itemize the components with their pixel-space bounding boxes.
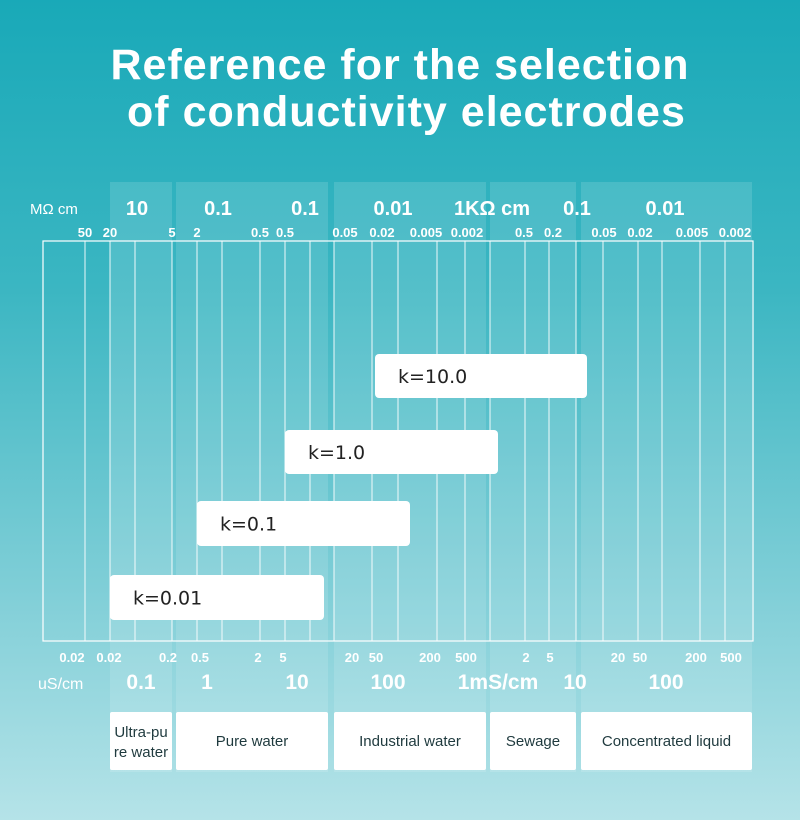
category-label-line2: re water — [114, 744, 168, 761]
bottom-axis-unit: uS/cm — [38, 676, 83, 693]
top-minor-label: 5 — [168, 225, 175, 240]
category-box-bg — [490, 712, 576, 770]
title-line-2: of conductivity electrodes — [114, 88, 686, 136]
top-major-label: 0.1 — [291, 198, 319, 220]
top-minor-label: 0.005 — [410, 225, 443, 240]
electrode-k-label: k=0.01 — [133, 588, 202, 610]
top-minor-label: 20 — [103, 225, 117, 240]
top-minor-label: 0.005 — [676, 225, 709, 240]
top-minor-label: 2 — [193, 225, 200, 240]
bottom-minor-label: 5 — [279, 650, 286, 665]
top-minor-label: 0.5 — [251, 225, 269, 240]
column-band — [490, 182, 576, 772]
top-minor-label: 0.002 — [719, 225, 752, 240]
category-box: Concentrated liquid — [581, 712, 752, 770]
bottom-minor-label: 50 — [633, 650, 647, 665]
electrode-box: k=1.0 — [285, 430, 498, 474]
bottom-major-label: 1mS/cm — [458, 671, 539, 694]
bottom-minor-label: 2 — [254, 650, 261, 665]
top-minor-label: 0.5 — [276, 225, 294, 240]
column-band — [581, 182, 752, 772]
top-minor-label: 0.05 — [332, 225, 357, 240]
top-major-label: 0.01 — [646, 198, 685, 220]
top-minor-label: 0.02 — [627, 225, 652, 240]
bottom-minor-label: 5 — [546, 650, 553, 665]
category-box: Sewage — [490, 712, 576, 770]
category-box: Pure water — [176, 712, 328, 770]
bottom-major-labels: 0.1 1 10 100 1mS/cm 10 100 — [126, 671, 683, 694]
category-label: Pure water — [216, 733, 289, 750]
category-box: Ultra-pu re water — [110, 712, 172, 770]
top-minor-labels: 50 20 5 2 0.5 0.5 0.05 0.02 0.005 0.002 0.5 0.2 0.05… — [78, 225, 752, 240]
bottom-minor-label: 0.02 — [96, 650, 121, 665]
electrode-box-bg — [110, 575, 324, 620]
electrode-k-label: k=1.0 — [308, 442, 365, 464]
category-label: Sewage — [506, 733, 560, 750]
category-box: Industrial water — [334, 712, 486, 770]
column-band — [176, 182, 328, 772]
top-minor-label: 50 — [78, 225, 92, 240]
bottom-minor-labels: 0.02 0.02 0.2 0.5 2 5 20 50 200 500 2 5 20 50 200 500 — [59, 650, 742, 665]
category-box-bg — [110, 712, 172, 770]
electrode-range-boxes: k=10.0 k=1.0 k=0.1 k=0.01 — [110, 354, 587, 620]
electrode-box: k=0.1 — [197, 501, 410, 546]
column-band — [334, 182, 486, 772]
bottom-minor-label: 20 — [611, 650, 625, 665]
top-minor-label: 0.2 — [544, 225, 562, 240]
column-band — [110, 182, 172, 772]
category-box-bg — [176, 712, 328, 770]
bottom-minor-label: 200 — [685, 650, 707, 665]
bottom-minor-label: 50 — [369, 650, 383, 665]
bottom-major-label: 10 — [285, 671, 308, 694]
top-minor-label: 0.002 — [451, 225, 484, 240]
electrode-box: k=10.0 — [375, 354, 587, 398]
electrode-box-bg — [197, 501, 410, 546]
top-major-labels: 10 0.1 0.1 0.01 1KΩ cm 0.1 0.01 — [126, 198, 685, 220]
top-major-label: 1KΩ cm — [454, 198, 530, 220]
top-major-label: 10 — [126, 198, 148, 220]
category-box-bg — [334, 712, 486, 770]
category-label: Concentrated liquid — [602, 733, 731, 750]
bottom-minor-label: 500 — [720, 650, 742, 665]
top-minor-label: 0.5 — [515, 225, 533, 240]
top-major-label: 0.1 — [204, 198, 232, 220]
column-bands — [110, 182, 752, 772]
category-label: Industrial water — [359, 733, 461, 750]
bottom-minor-label: 0.2 — [159, 650, 177, 665]
electrode-box-bg — [285, 430, 498, 474]
electrode-k-label: k=0.1 — [220, 514, 277, 536]
top-axis-unit: MΩ cm — [30, 201, 78, 218]
electrode-box-bg — [375, 354, 587, 398]
bottom-minor-label: 0.5 — [191, 650, 209, 665]
bottom-major-label: 0.1 — [126, 671, 156, 694]
top-minor-label: 0.05 — [591, 225, 616, 240]
electrode-k-label: k=10.0 — [398, 366, 467, 388]
category-box-bg — [581, 712, 752, 770]
title-line-1: Reference for the selection — [110, 41, 690, 89]
category-label-line1: Ultra-pu — [114, 724, 167, 741]
top-minor-label: 0.02 — [369, 225, 394, 240]
top-major-label: 0.1 — [563, 198, 591, 220]
bottom-major-label: 100 — [370, 671, 405, 694]
bottom-minor-label: 200 — [419, 650, 441, 665]
bottom-minor-label: 20 — [345, 650, 359, 665]
bottom-minor-label: 0.02 — [59, 650, 84, 665]
electrode-box: k=0.01 — [110, 575, 324, 620]
bottom-major-label: 1 — [201, 671, 213, 694]
bottom-major-label: 100 — [648, 671, 683, 694]
water-category-boxes: Ultra-pu re water Pure water Industrial wat… — [110, 712, 752, 770]
bottom-minor-label: 2 — [522, 650, 529, 665]
bottom-minor-label: 500 — [455, 650, 477, 665]
page-title: Reference for the selection of conductiv… — [0, 42, 800, 136]
bottom-major-label: 10 — [563, 671, 586, 694]
top-major-label: 0.01 — [374, 198, 413, 220]
